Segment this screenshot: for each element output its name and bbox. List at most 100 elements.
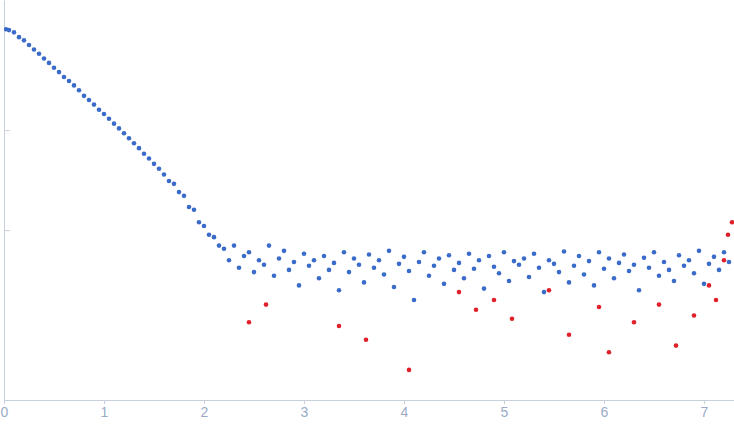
- point: [677, 253, 682, 258]
- point: [662, 260, 667, 265]
- point: [87, 98, 92, 103]
- point: [422, 250, 427, 255]
- point: [726, 232, 731, 237]
- y-tick-mark: [4, 230, 10, 231]
- y-tick: [4, 230, 10, 231]
- point: [127, 136, 132, 141]
- point: [122, 131, 127, 136]
- point: [107, 116, 112, 121]
- point: [347, 270, 352, 275]
- point: [197, 220, 202, 225]
- point: [474, 307, 479, 312]
- point: [237, 265, 242, 270]
- point: [547, 258, 552, 263]
- point: [722, 258, 727, 263]
- x-tick: 4: [401, 400, 409, 420]
- point: [367, 252, 372, 257]
- point: [264, 302, 269, 307]
- point: [262, 262, 267, 267]
- point: [377, 258, 382, 263]
- chart: 01234567: [0, 0, 734, 437]
- point: [552, 262, 557, 267]
- point: [12, 30, 17, 35]
- point: [632, 320, 637, 325]
- point: [232, 243, 237, 248]
- point: [537, 265, 542, 270]
- point: [722, 250, 727, 255]
- point: [342, 250, 347, 255]
- series: [247, 220, 734, 372]
- point: [730, 220, 734, 225]
- point: [27, 43, 32, 48]
- point: [642, 255, 647, 260]
- point: [697, 249, 702, 254]
- point: [397, 262, 402, 267]
- point: [382, 272, 387, 277]
- x-tick: 1: [101, 400, 109, 420]
- point: [707, 262, 712, 267]
- point: [177, 190, 182, 195]
- point: [714, 298, 719, 303]
- point: [567, 280, 572, 285]
- point: [62, 75, 67, 80]
- point: [312, 258, 317, 263]
- point: [417, 260, 422, 265]
- point: [162, 172, 167, 177]
- point: [52, 65, 57, 70]
- x-tick: 6: [601, 400, 609, 420]
- point: [152, 162, 157, 167]
- point: [622, 252, 627, 257]
- point: [142, 151, 147, 156]
- point: [637, 288, 642, 293]
- point: [492, 298, 497, 303]
- point: [542, 290, 547, 295]
- point: [272, 273, 277, 278]
- point: [337, 324, 342, 329]
- point: [242, 254, 247, 259]
- point: [252, 270, 257, 275]
- point: [102, 112, 107, 117]
- point: [32, 47, 37, 52]
- point: [212, 235, 217, 240]
- y-tick-mark: [4, 130, 10, 131]
- y-axis-line: [4, 1, 5, 401]
- x-tick-label: 4: [401, 404, 409, 420]
- point: [577, 254, 582, 259]
- point: [674, 343, 679, 348]
- point: [217, 243, 222, 248]
- point: [72, 83, 77, 88]
- point: [487, 254, 492, 259]
- point: [307, 263, 312, 268]
- point: [322, 254, 327, 259]
- point: [702, 282, 707, 287]
- point: [457, 290, 462, 295]
- point: [727, 260, 732, 265]
- point: [287, 268, 292, 273]
- point: [432, 263, 437, 268]
- point: [682, 263, 687, 268]
- point: [67, 79, 72, 84]
- point: [467, 251, 472, 256]
- point: [652, 250, 657, 255]
- point: [277, 256, 282, 261]
- y-tick: [4, 130, 10, 131]
- point: [597, 305, 602, 310]
- point: [517, 262, 522, 267]
- x-tick: 7: [701, 400, 709, 420]
- point: [112, 121, 117, 126]
- point: [717, 268, 722, 273]
- x-tick-label: 6: [601, 404, 609, 420]
- point: [482, 286, 487, 291]
- point: [402, 255, 407, 260]
- x-tick: 5: [501, 400, 509, 420]
- point: [497, 271, 502, 276]
- point: [387, 249, 392, 254]
- y-axis: [4, 1, 10, 401]
- point: [292, 260, 297, 265]
- point: [257, 258, 262, 263]
- point: [182, 194, 187, 199]
- point: [492, 264, 497, 269]
- x-tick: 3: [301, 400, 309, 420]
- point: [612, 276, 617, 281]
- point: [267, 243, 272, 248]
